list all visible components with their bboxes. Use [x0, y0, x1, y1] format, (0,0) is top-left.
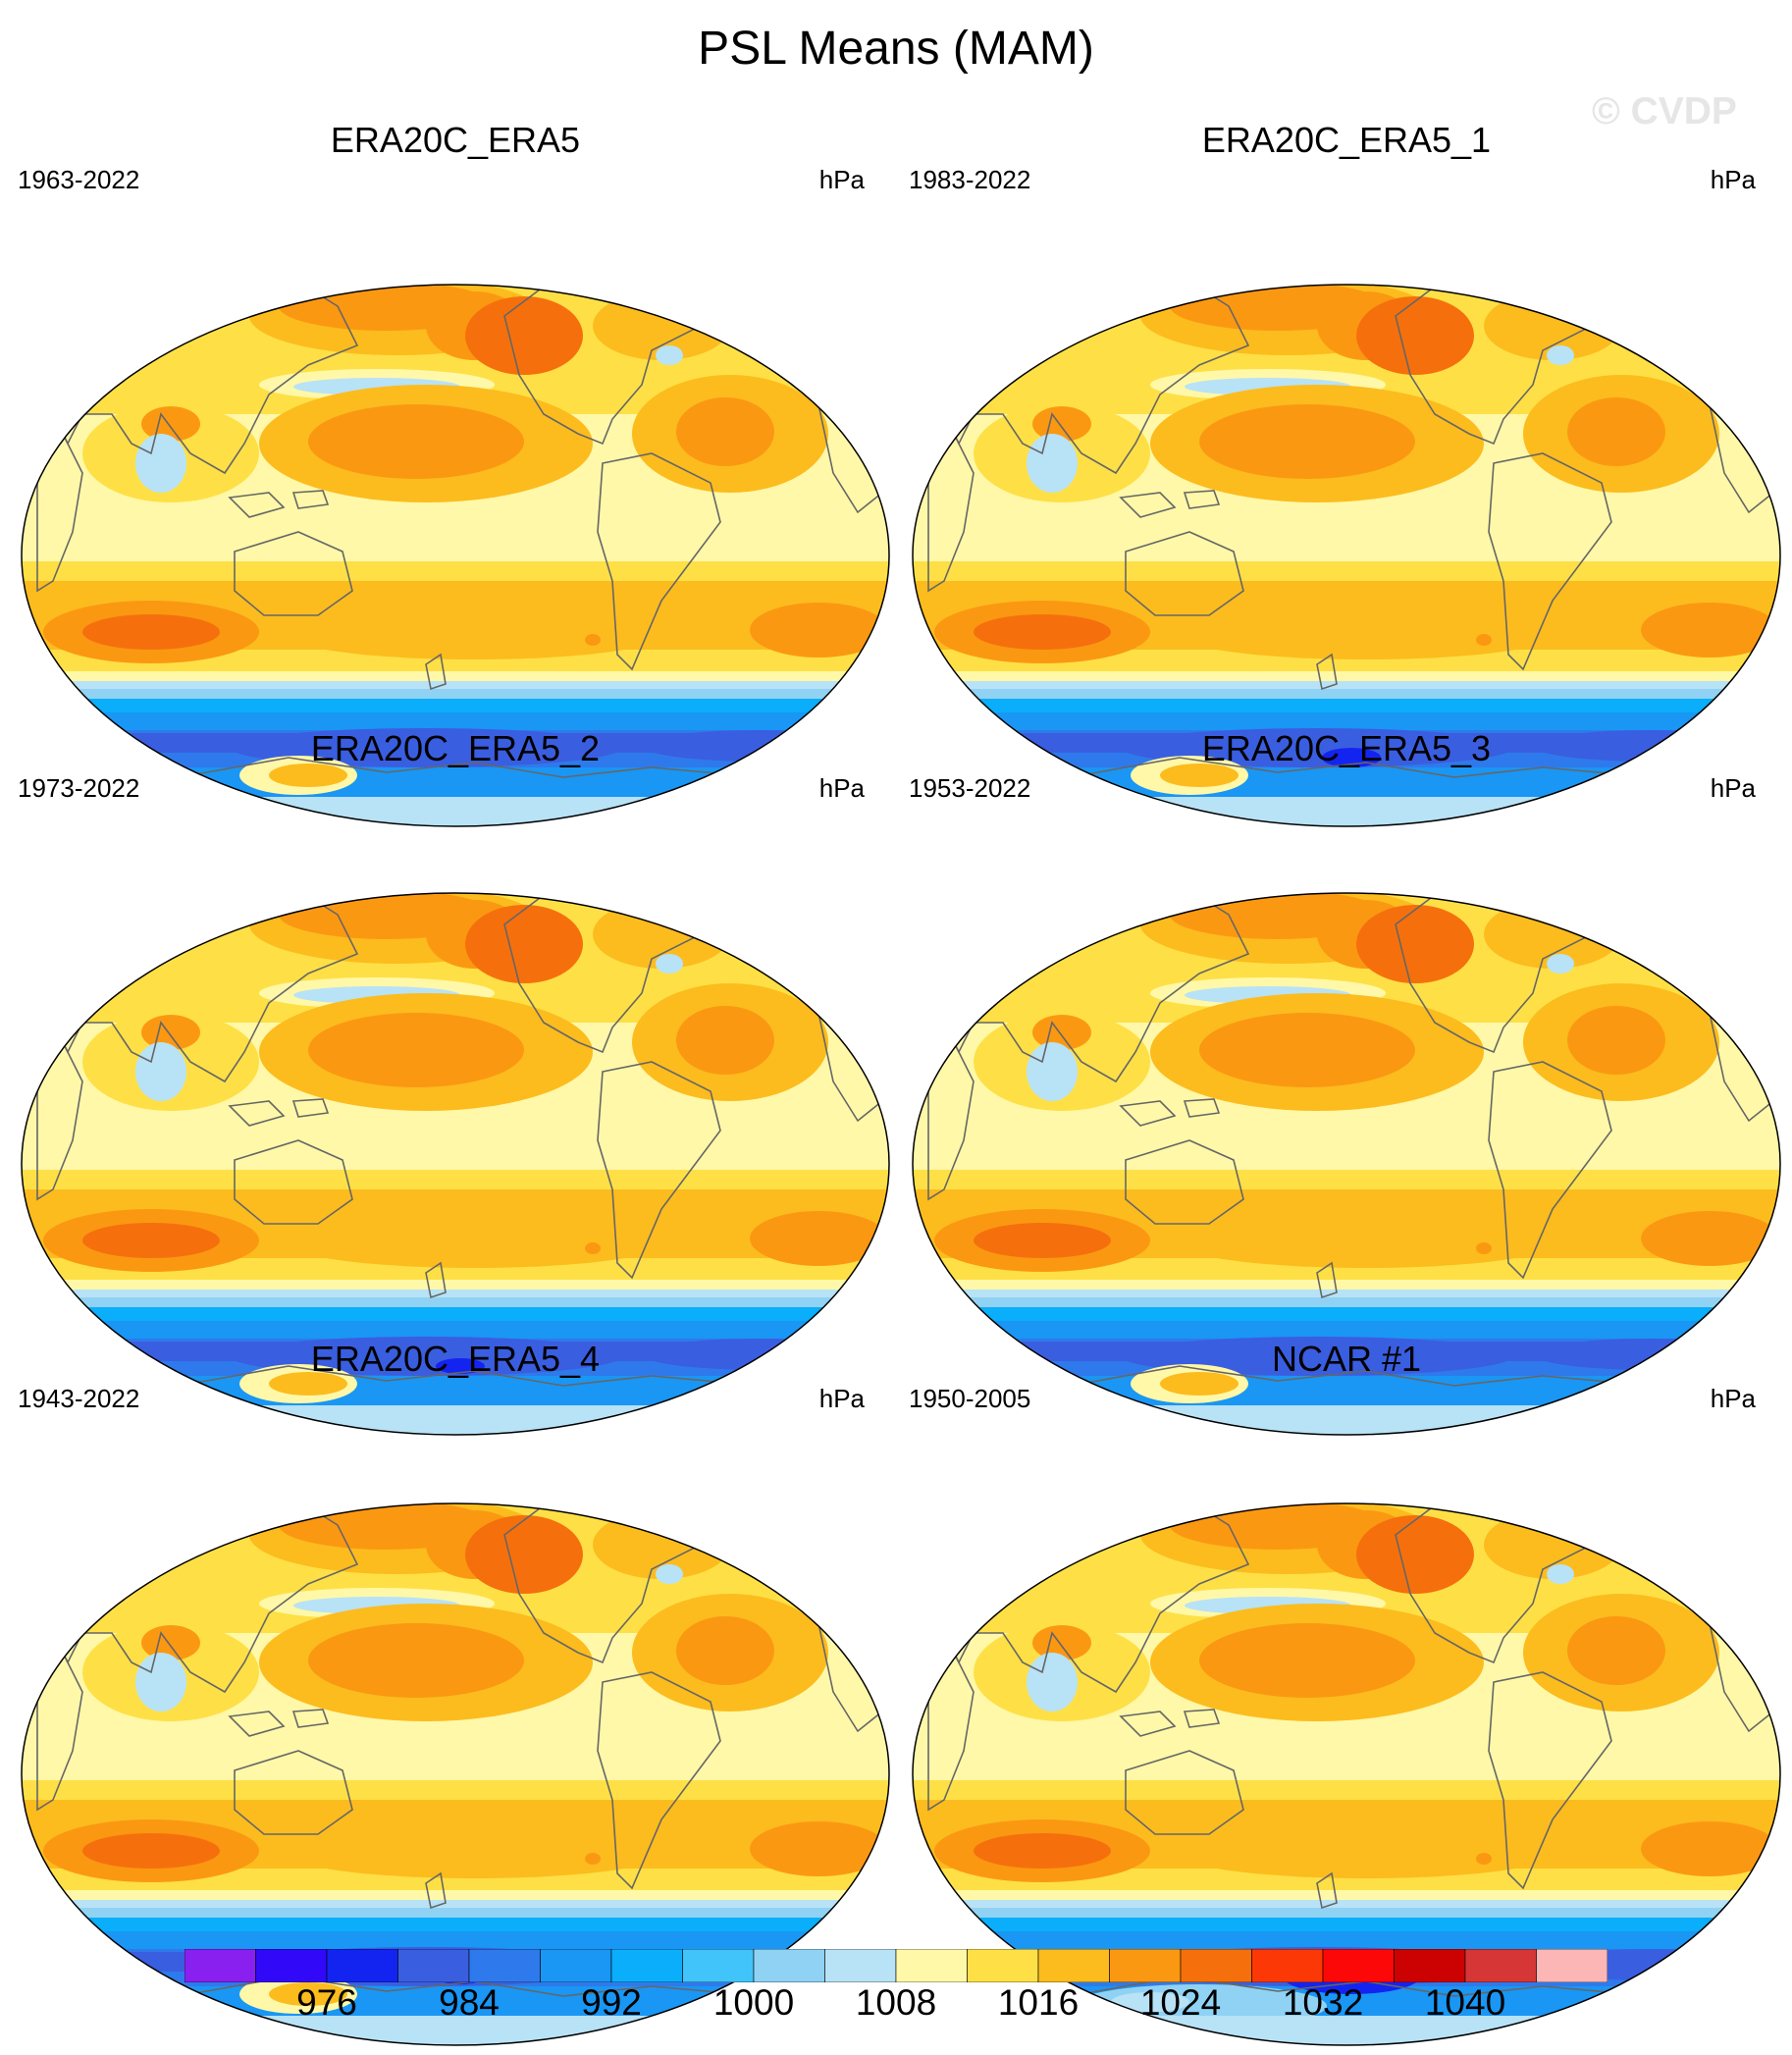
colorbar-tick-label: 1024: [1139, 1982, 1222, 2023]
colorbar-swatch: [682, 1949, 755, 1982]
colorbar-tick-label: 1032: [1282, 1982, 1364, 2023]
colorbar-swatch: [753, 1949, 825, 1982]
colorbar-swatch: [610, 1949, 683, 1982]
map-outline: [21, 284, 890, 827]
panel-units: hPa: [818, 773, 865, 803]
colorbar-tick-label: 1040: [1424, 1982, 1506, 2023]
colorbar-swatch: [326, 1949, 398, 1982]
colorbar-tick-label: 976: [296, 1982, 357, 2023]
panel-title: ERA20C_ERA5_2: [310, 728, 601, 768]
psl-contour-field: [913, 893, 1780, 1435]
panel-units: hPa: [818, 1384, 865, 1413]
coastlines: [36, 285, 883, 778]
psl-map: [21, 284, 890, 827]
colorbar-swatch: [540, 1949, 612, 1982]
panel-period: 1953-2022: [909, 773, 1031, 803]
psl-map: [21, 892, 890, 1436]
panel-units: hPa: [1710, 1384, 1756, 1413]
psl-map: [912, 892, 1781, 1436]
colorbar: [184, 1949, 1608, 1982]
psl-map: [21, 1502, 890, 2046]
cvdp-watermark: © CVDP: [1592, 90, 1737, 132]
colorbar-swatch: [1464, 1949, 1537, 1982]
colorbar-tick-label: 984: [439, 1982, 500, 2023]
panel-units: hPa: [818, 165, 865, 194]
panel-title: ERA20C_ERA5_3: [1201, 728, 1492, 768]
psl-map: [912, 1502, 1781, 2046]
map-panel: NCAR #1 1950-2005 hPa: [905, 1339, 1788, 2046]
map-outline: [912, 1502, 1781, 2046]
map-panel: ERA20C_ERA5_4 1943-2022 hPa: [14, 1339, 897, 2046]
map-panel: ERA20C_ERA5_1 1983-2022 hPa: [905, 120, 1788, 827]
psl-contour-field: [22, 893, 889, 1435]
panel-title: ERA20C_ERA5_1: [1201, 120, 1492, 160]
panel-units: hPa: [1710, 165, 1756, 194]
colorbar-swatch: [397, 1949, 470, 1982]
panel-period: 1963-2022: [18, 165, 140, 194]
colorbar-swatch: [967, 1949, 1039, 1982]
map-outline: [21, 1502, 890, 2046]
colorbar-swatch: [824, 1949, 897, 1982]
map-outline: [912, 892, 1781, 1436]
colorbar-swatch: [184, 1949, 256, 1982]
colorbar-tick-label: 1008: [855, 1982, 937, 2023]
map-panel: ERA20C_ERA5 1963-2022 hPa: [14, 120, 897, 827]
panel-period: 1950-2005: [909, 1384, 1031, 1413]
colorbar-swatch: [1037, 1949, 1110, 1982]
panel-period: 1973-2022: [18, 773, 140, 803]
colorbar-swatch: [468, 1949, 541, 1982]
panel-period: 1983-2022: [909, 165, 1031, 194]
colorbar-swatch: [1251, 1949, 1324, 1982]
colorbar-tick-label: 1016: [997, 1982, 1080, 2023]
panel-title: ERA20C_ERA5: [330, 120, 581, 160]
psl-map: [912, 284, 1781, 827]
panel-units: hPa: [1710, 773, 1756, 803]
map-panel: ERA20C_ERA5_3 1953-2022 hPa: [905, 728, 1788, 1436]
colorbar-swatch: [895, 1949, 968, 1982]
map-outline: [912, 284, 1781, 827]
panel-title: NCAR #1: [1271, 1339, 1422, 1379]
colorbar-swatch: [1394, 1949, 1466, 1982]
colorbar-swatch: [1536, 1949, 1608, 1982]
colorbar-tick-label: 992: [581, 1982, 642, 2023]
map-outline: [21, 892, 890, 1436]
colorbar-tick-label: 1000: [712, 1982, 795, 2023]
colorbar-swatch: [1109, 1949, 1182, 1982]
colorbar-swatch: [1322, 1949, 1395, 1982]
map-panel: ERA20C_ERA5_2 1973-2022 hPa: [14, 728, 897, 1436]
colorbar-swatch: [255, 1949, 328, 1982]
panel-title: ERA20C_ERA5_4: [310, 1339, 601, 1379]
panel-period: 1943-2022: [18, 1384, 140, 1413]
figure-title: PSL Means (MAM): [698, 23, 1094, 75]
colorbar-swatch: [1180, 1949, 1252, 1982]
